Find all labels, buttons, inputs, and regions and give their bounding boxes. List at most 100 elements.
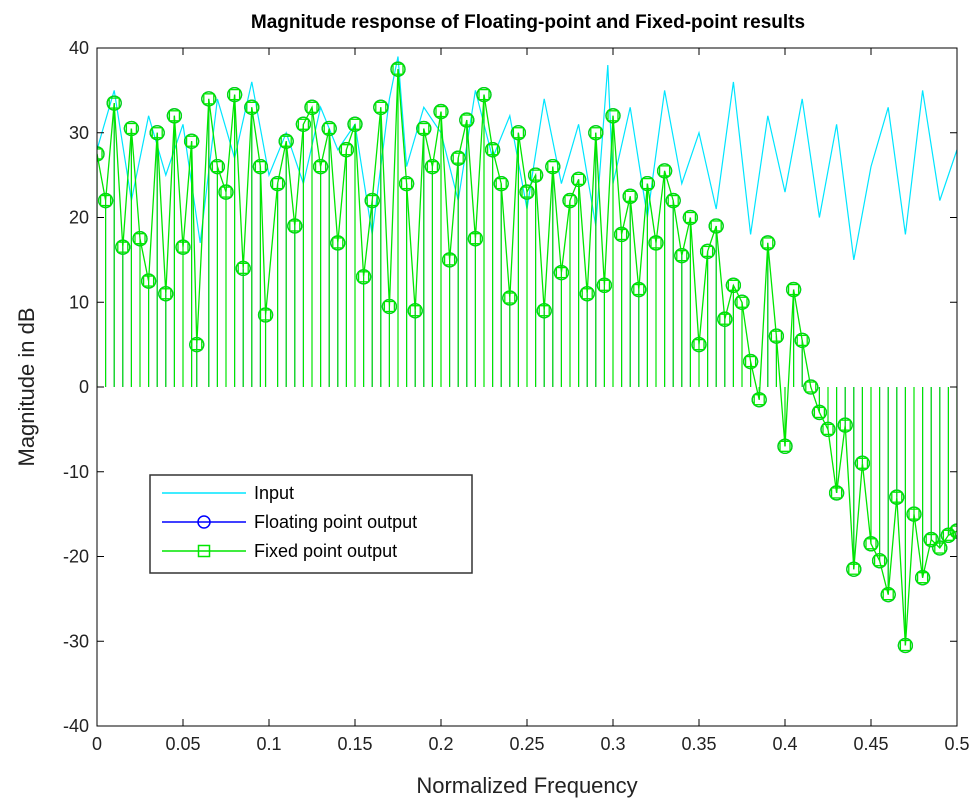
- fixed-point-circle: [699, 243, 716, 260]
- fixed-point-circle: [467, 231, 484, 247]
- fixed-point-circle: [811, 404, 828, 421]
- fixed-point-marker: [246, 101, 258, 113]
- x-tick-label: 0.45: [853, 734, 888, 754]
- x-tick-label: 0.4: [772, 734, 797, 754]
- fixed-point-marker: [762, 237, 774, 249]
- fixed-point-marker: [435, 105, 447, 118]
- fixed-point-marker: [736, 296, 748, 308]
- fixed-point-marker: [693, 338, 705, 351]
- fixed-point-marker: [177, 241, 189, 253]
- fixed-point-circle: [536, 303, 552, 319]
- fixed-point-marker: [615, 228, 628, 241]
- x-tick-label: 0.2: [428, 734, 453, 754]
- fixed-point-circle: [330, 235, 346, 251]
- fixed-point-circle: [708, 218, 724, 234]
- fixed-point-circle: [226, 86, 243, 103]
- fixed-point-marker: [521, 186, 533, 198]
- fixed-point-marker: [650, 237, 662, 249]
- fixed-point-circle: [287, 218, 303, 234]
- fixed-point-marker: [228, 88, 241, 101]
- fixed-point-marker: [392, 63, 404, 75]
- fixed-point-marker: [108, 97, 120, 109]
- fixed-point-circle: [502, 290, 518, 306]
- fixed-point-marker: [191, 338, 203, 351]
- fixed-point-marker: [461, 114, 473, 126]
- fixed-point-circle: [639, 175, 656, 192]
- y-tick-label: 20: [69, 208, 89, 228]
- fixed-point-marker: [796, 334, 808, 347]
- fixed-point-marker: [529, 169, 542, 181]
- fixed-point-circle: [682, 209, 699, 226]
- fixed-point-marker: [117, 241, 129, 253]
- fixed-point-marker: [259, 309, 272, 321]
- fixed-point-marker: [658, 165, 671, 177]
- y-tick-label: 30: [69, 123, 89, 143]
- fixed-point-marker: [400, 177, 413, 190]
- fixed-point-marker: [349, 118, 361, 130]
- x-tick-label: 0.5: [944, 734, 969, 754]
- fixed-point-circle: [674, 247, 690, 264]
- fixed-point-marker: [306, 101, 318, 113]
- fixed-point-circle: [932, 540, 948, 556]
- fixed-point-circle: [734, 294, 750, 310]
- fixed-point-marker: [332, 237, 344, 249]
- fixed-point-marker: [891, 491, 903, 503]
- fixed-point-marker: [770, 330, 783, 342]
- fixed-point-marker: [590, 127, 602, 139]
- fixed-point-marker: [237, 262, 249, 275]
- fixed-point-marker: [254, 160, 267, 173]
- fixed-point-marker: [452, 152, 464, 164]
- fixed-point-marker: [633, 283, 645, 296]
- x-tick-label: 0.3: [600, 734, 625, 754]
- fixed-point-marker: [951, 525, 957, 537]
- fixed-point-circle: [106, 95, 122, 111]
- fixed-point-circle: [717, 311, 733, 327]
- fixed-point-marker: [787, 283, 800, 296]
- fixed-point-circle: [390, 61, 406, 77]
- fixed-point-circle: [751, 392, 767, 408]
- fixed-point-circle: [244, 99, 260, 115]
- fixed-point-marker: [426, 160, 439, 173]
- legend-floating-label: Floating point output: [254, 512, 417, 532]
- x-tick-label: 0.25: [509, 734, 544, 754]
- fixed-point-circle: [364, 192, 380, 209]
- fixed-point-marker: [383, 300, 396, 313]
- fixed-point-circle: [794, 332, 810, 349]
- fixed-point-circle: [691, 336, 707, 353]
- fixed-point-circle: [338, 142, 355, 158]
- fixed-point-marker: [822, 423, 834, 436]
- fixed-point-marker: [564, 194, 576, 207]
- fixed-point-circle: [183, 133, 200, 149]
- fixed-point-marker: [409, 305, 421, 317]
- fixed-point-circle: [218, 184, 234, 200]
- legend-input-label: Input: [254, 483, 294, 503]
- fixed-point-marker: [934, 542, 946, 554]
- series-layer: [97, 56, 957, 654]
- fixed-point-marker: [572, 173, 585, 186]
- y-tick-label: -40: [63, 716, 89, 736]
- fixed-point-circle: [803, 379, 819, 395]
- fixed-point-marker: [684, 211, 697, 224]
- y-tick-label: -10: [63, 462, 89, 482]
- legend-floating-marker: [197, 515, 211, 529]
- fixed-point-marker: [925, 533, 937, 546]
- fixed-point-marker: [916, 572, 929, 584]
- fixed-point-marker: [779, 440, 791, 452]
- fixed-point-marker: [478, 88, 490, 101]
- fixed-point-marker: [160, 288, 172, 300]
- x-tick-label: 0.05: [165, 734, 200, 754]
- fixed-point-circle: [519, 184, 535, 200]
- fixed-point-marker: [830, 487, 843, 499]
- fixed-point-marker: [710, 220, 722, 232]
- fixed-point-marker: [486, 144, 499, 156]
- fixed-point-marker: [856, 457, 869, 469]
- x-tick-label: 0.15: [337, 734, 372, 754]
- fixed-point-circle: [949, 523, 957, 539]
- fixed-point-marker: [882, 588, 894, 601]
- fixed-point-circle: [570, 171, 587, 188]
- fixed-point-circle: [252, 158, 269, 175]
- fixed-point-marker: [99, 194, 112, 207]
- fixed-point-circle: [923, 531, 939, 548]
- fixed-point-circle: [613, 226, 630, 243]
- fixed-point-marker: [504, 292, 516, 304]
